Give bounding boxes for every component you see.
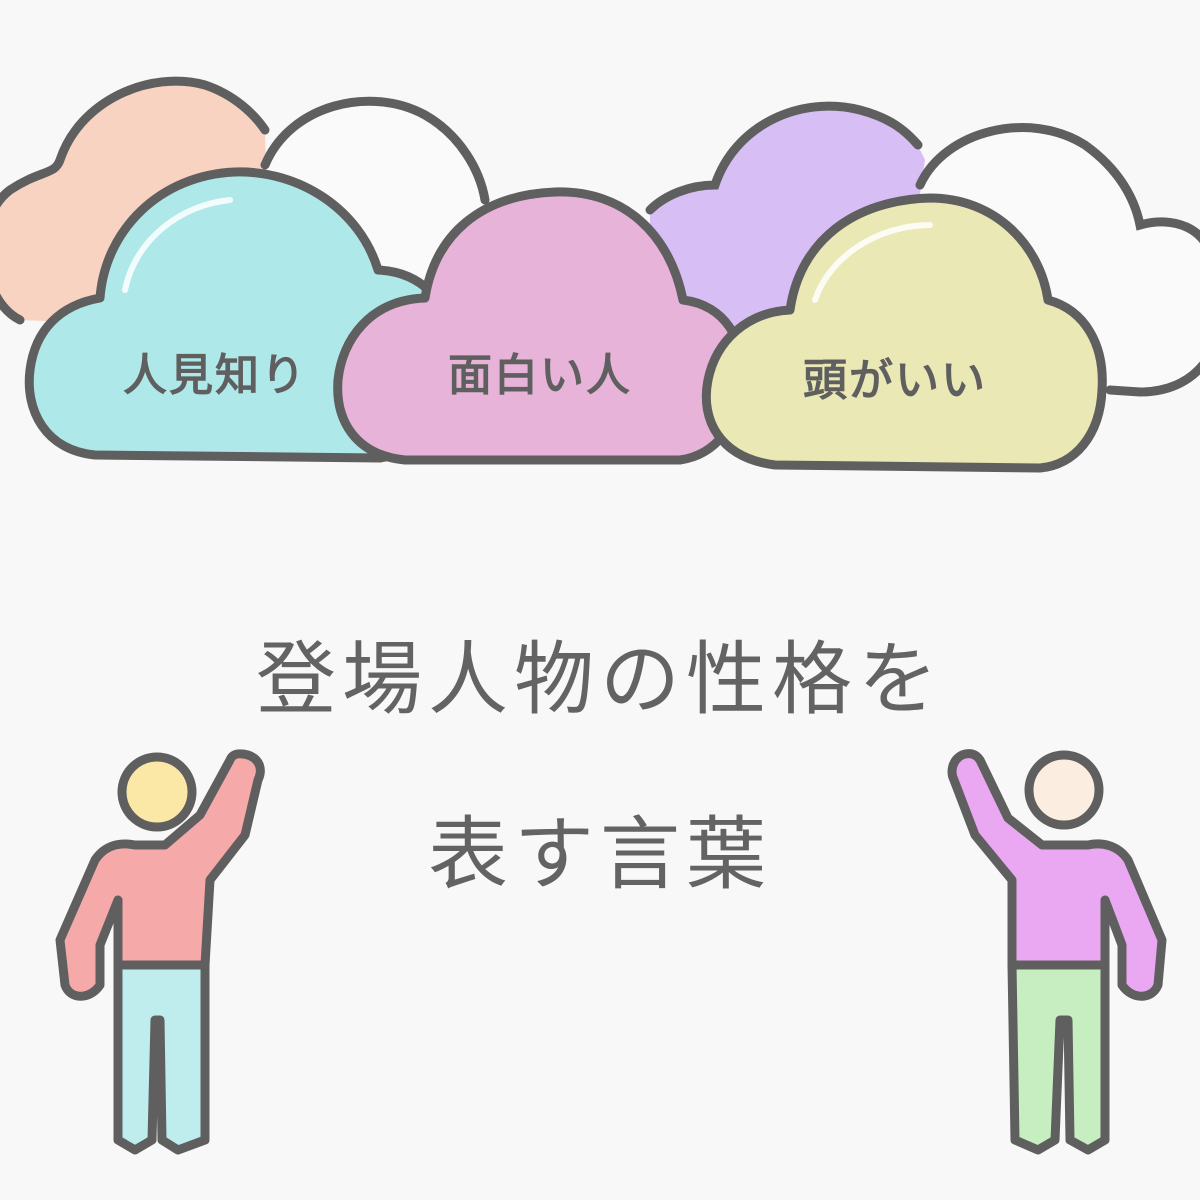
cloud-label-shy: 人見知り bbox=[123, 350, 307, 401]
person-left-waving bbox=[55, 749, 265, 1155]
cloud-funny: 面白い人 bbox=[333, 187, 747, 465]
title-line-2: 表す言葉 bbox=[428, 808, 772, 901]
title-line-1: 登場人物の性格を bbox=[256, 633, 944, 726]
person-right-waving bbox=[947, 749, 1167, 1155]
cloud-label-funny: 面白い人 bbox=[448, 350, 632, 401]
cloud-smart: 頭がいい bbox=[701, 193, 1107, 473]
cloud-label-smart: 頭がいい bbox=[803, 355, 987, 406]
